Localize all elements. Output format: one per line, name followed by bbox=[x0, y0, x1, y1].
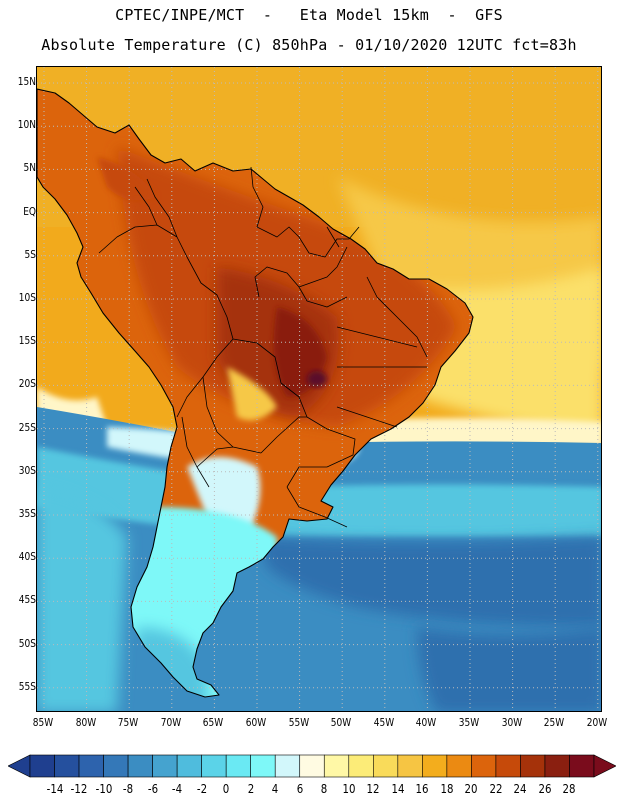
longitude-label: 80W bbox=[75, 716, 96, 729]
longitude-label: 70W bbox=[160, 716, 181, 729]
colorbar-tick-label: 14 bbox=[391, 782, 405, 796]
colorbar-tick-label: 28 bbox=[562, 782, 576, 796]
temperature-region bbox=[187, 457, 261, 540]
temperature-region bbox=[97, 157, 157, 201]
colorbar-segment bbox=[176, 754, 202, 778]
colorbar-tick-label: 26 bbox=[538, 782, 552, 796]
political-borders bbox=[37, 88, 474, 698]
colorbar-tick-label: -14 bbox=[46, 782, 63, 796]
temperature-region bbox=[37, 487, 127, 711]
longitude-label: 25W bbox=[543, 716, 565, 729]
colorbar-segment bbox=[446, 754, 472, 778]
map-panel bbox=[36, 66, 602, 712]
colorbar-tick-label: -8 bbox=[122, 782, 134, 796]
latitude-label: 55S bbox=[18, 679, 36, 693]
colorbar-tick-label: 0 bbox=[222, 782, 230, 796]
colorbar-tick-label: 18 bbox=[440, 782, 454, 796]
longitude-label: 30W bbox=[501, 716, 522, 729]
colorbar-tick-label: 6 bbox=[296, 782, 303, 796]
latitude-label: 35S bbox=[18, 507, 36, 520]
latitude-label: 15N bbox=[17, 75, 36, 88]
latitude-label: EQ bbox=[23, 204, 36, 218]
colorbar-tick-label: 4 bbox=[271, 782, 279, 796]
colorbar-tick-label: 24 bbox=[513, 782, 527, 796]
colorbar-tick-label: 12 bbox=[366, 782, 380, 796]
latitude-label: 15S bbox=[18, 334, 36, 348]
colorbar-tick-label: -2 bbox=[196, 782, 207, 796]
colorbar-segment bbox=[422, 754, 448, 778]
colorbar-segment bbox=[250, 754, 276, 778]
longitude-label: 65W bbox=[203, 716, 224, 729]
colorbar-segment bbox=[103, 754, 129, 778]
colorbar-under-arrow bbox=[8, 754, 31, 778]
latitude-label: 20S bbox=[18, 377, 36, 391]
colorbar bbox=[8, 754, 616, 778]
colorbar-tick-label: 2 bbox=[247, 782, 254, 796]
colorbar-segment bbox=[544, 754, 570, 778]
latitude-label: 30S bbox=[18, 463, 36, 477]
latitude-label: 50S bbox=[18, 636, 36, 650]
longitude-label: 55W bbox=[288, 716, 309, 729]
colorbar-tick-label: 22 bbox=[489, 782, 503, 796]
latitude-label: 25S bbox=[18, 420, 36, 434]
colorbar-segment bbox=[520, 754, 546, 778]
title-line-2: Absolute Temperature (C) 850hPa - 01/10/… bbox=[41, 36, 577, 54]
temperature-region bbox=[227, 367, 277, 421]
colorbar-segment bbox=[348, 754, 374, 778]
colorbar-segment bbox=[225, 754, 251, 778]
colorbar-segment bbox=[127, 754, 153, 778]
longitude-label: 60W bbox=[245, 716, 267, 729]
colorbar-tick-label: -10 bbox=[95, 782, 112, 796]
colorbar-segment bbox=[569, 754, 595, 778]
latitude-label: 10N bbox=[17, 118, 36, 132]
latitude-label: 45S bbox=[18, 593, 36, 607]
latitude-label: 10S bbox=[18, 291, 36, 304]
colorbar-segment bbox=[274, 754, 301, 778]
colorbar-segment bbox=[152, 754, 178, 778]
longitude-label: 40W bbox=[416, 716, 437, 729]
colorbar-segment bbox=[201, 754, 227, 778]
longitude-label: 75W bbox=[117, 716, 139, 729]
colorbar-segment bbox=[29, 754, 55, 778]
temperature-region bbox=[257, 537, 601, 627]
longitude-label: 45W bbox=[373, 716, 394, 729]
temperature-region bbox=[417, 627, 601, 711]
colorbar-tick-label: -4 bbox=[172, 782, 183, 796]
colorbar-tick-label: 10 bbox=[342, 782, 356, 796]
colorbar-segment bbox=[78, 754, 104, 778]
colorbar-segment bbox=[495, 754, 521, 778]
country-borders bbox=[98, 166, 428, 528]
colorbar-tick-label: 16 bbox=[415, 782, 429, 796]
continent-coastline bbox=[37, 88, 474, 698]
latitude-label: 40S bbox=[18, 550, 36, 564]
colorbar-segment bbox=[54, 754, 80, 778]
latitude-label: 5N bbox=[23, 161, 36, 175]
longitude-label: 35W bbox=[458, 716, 480, 729]
title-line-1: CPTEC/INPE/MCT - Eta Model 15km - GFS bbox=[115, 6, 503, 24]
colorbar-tick-label: 8 bbox=[320, 782, 328, 796]
colorbar-segment bbox=[471, 754, 497, 778]
colorbar-over-arrow bbox=[593, 754, 616, 778]
colorbar-segment bbox=[323, 754, 350, 778]
colorbar-segment bbox=[299, 754, 325, 778]
longitude-label: 20W bbox=[586, 716, 607, 729]
colorbar-tick-label: 20 bbox=[464, 782, 478, 796]
temperature-region bbox=[307, 371, 327, 387]
longitude-label: 85W bbox=[32, 716, 54, 729]
longitude-label: 50W bbox=[330, 716, 352, 729]
colorbar-tick-label: -6 bbox=[147, 782, 158, 796]
latitude-label: 5S bbox=[24, 247, 36, 261]
colorbar-segment bbox=[397, 754, 423, 778]
colorbar-tick-label: -12 bbox=[70, 782, 88, 796]
colorbar-segment bbox=[373, 754, 399, 778]
